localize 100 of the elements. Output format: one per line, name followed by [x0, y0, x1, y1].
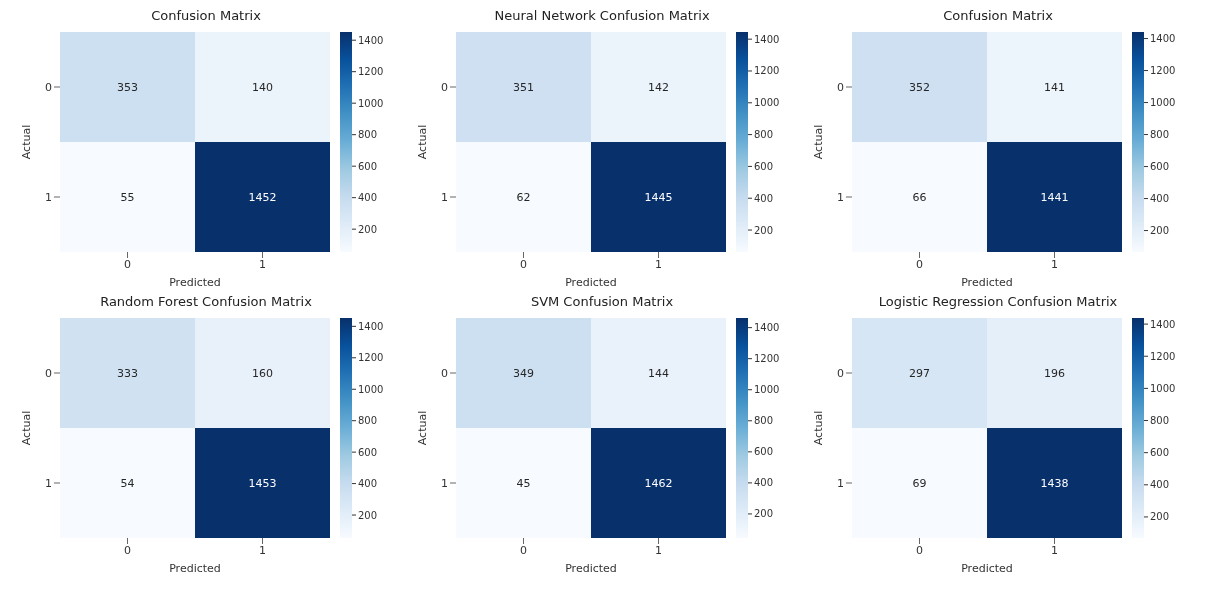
color-bar-label: 200 [1150, 511, 1170, 523]
x-tick-label: 1 [259, 257, 266, 271]
color-bar-label: 1400 [1150, 318, 1176, 330]
color-bar-label: 1400 [754, 322, 780, 334]
color-bar-label: 600 [358, 160, 378, 172]
x-tick-label: 1 [655, 543, 662, 557]
y-axis-title: Actual [19, 124, 33, 160]
data-label: 297 [909, 366, 930, 380]
data-label: 1441 [1040, 190, 1069, 204]
x-axis-title: Predicted [961, 562, 1013, 575]
x-tick-label: 1 [259, 543, 266, 557]
color-bar-label: 600 [754, 160, 774, 172]
data-label: 1438 [1040, 476, 1069, 490]
data-label: 140 [252, 80, 273, 94]
y-axis-title: Actual [811, 124, 825, 160]
color-bar-label: 1000 [754, 97, 780, 109]
y-tick-label: 0 [45, 366, 52, 380]
data-label: 353 [117, 80, 138, 94]
color-bar-label: 1000 [1150, 382, 1176, 394]
color-bar-label: 200 [754, 508, 774, 520]
x-tick-label: 0 [124, 543, 131, 557]
color-bar-label: 800 [358, 415, 378, 427]
data-label: 333 [117, 366, 138, 380]
color-bar-label: 800 [1150, 129, 1170, 141]
color-bar-label: 1400 [358, 34, 384, 46]
color-bar-label: 600 [1150, 161, 1170, 173]
color-bar-label: 400 [1150, 193, 1170, 205]
data-label: 142 [648, 80, 669, 94]
x-tick-label: 0 [916, 257, 923, 271]
color-bar-label: 1200 [754, 353, 780, 365]
color-bar-label: 800 [1150, 415, 1170, 427]
x-axis-title: Predicted [169, 276, 221, 289]
data-label: 66 [912, 190, 927, 204]
x-tick-label: 0 [520, 257, 527, 271]
y-tick-label: 1 [441, 476, 448, 490]
y-axis-title: Actual [415, 410, 429, 446]
chart-title: Random Forest Confusion Matrix [100, 294, 312, 311]
y-tick-label: 1 [837, 476, 844, 490]
data-label: 1445 [644, 190, 673, 204]
color-bar-label: 400 [358, 478, 378, 490]
data-label: 55 [120, 190, 135, 204]
data-label: 160 [252, 366, 273, 380]
color-bar-label: 600 [1150, 447, 1170, 459]
color-bar-label: 600 [358, 446, 378, 458]
chart-title: Neural Network Confusion Matrix [494, 8, 710, 25]
y-tick-label: 0 [441, 80, 448, 94]
color-bar-label: 400 [754, 192, 774, 204]
y-axis-title: Actual [415, 124, 429, 160]
color-bar-label: 1400 [1150, 33, 1176, 45]
y-tick-label: 0 [837, 80, 844, 94]
y-tick-label: 0 [441, 366, 448, 380]
y-tick-label: 1 [45, 476, 52, 490]
x-tick-label: 1 [655, 257, 662, 271]
data-label: 144 [648, 366, 669, 380]
color-bar-label: 200 [1150, 225, 1170, 237]
color-bar-label: 1200 [358, 66, 384, 78]
data-label: 45 [516, 476, 531, 490]
color-bar-label: 800 [358, 129, 378, 141]
y-tick-label: 0 [837, 366, 844, 380]
data-label: 196 [1044, 366, 1065, 380]
data-label: 1452 [248, 190, 277, 204]
data-label: 54 [120, 476, 135, 490]
color-bar-label: 800 [754, 129, 774, 141]
chart-title: Logistic Regression Confusion Matrix [878, 294, 1118, 311]
x-axis-title: Predicted [565, 562, 617, 575]
color-bar-label: 1400 [754, 33, 780, 45]
y-tick-label: 1 [837, 190, 844, 204]
x-tick-label: 0 [916, 543, 923, 557]
color-bar-label: 200 [358, 509, 378, 521]
color-bar-label: 200 [754, 224, 774, 236]
color-bar-label: 200 [358, 223, 378, 235]
data-label: 349 [513, 366, 534, 380]
data-label: 69 [912, 476, 927, 490]
x-tick-label: 0 [124, 257, 131, 271]
color-bar-label: 400 [1150, 479, 1170, 491]
data-label: 1453 [248, 476, 277, 490]
y-tick-label: 1 [45, 190, 52, 204]
color-bar-label: 1000 [358, 97, 384, 109]
chart-title: SVM Confusion Matrix [530, 294, 674, 311]
color-bar-label: 1200 [1150, 65, 1176, 77]
color-bar-label: 800 [754, 415, 774, 427]
color-bar-label: 1400 [358, 320, 384, 332]
color-bar-label: 1200 [1150, 350, 1176, 362]
data-label: 141 [1044, 80, 1065, 94]
color-bar-label: 400 [754, 477, 774, 489]
color-bar-label: 1000 [358, 383, 384, 395]
y-tick-label: 0 [45, 80, 52, 94]
data-label: 352 [909, 80, 930, 94]
color-bar-label: 600 [754, 446, 774, 458]
x-tick-label: 1 [1051, 257, 1058, 271]
y-axis-title: Actual [811, 410, 825, 446]
color-bar-label: 400 [358, 192, 378, 204]
x-tick-label: 1 [1051, 543, 1058, 557]
chart-title: Confusion Matrix [151, 8, 261, 25]
x-tick-label: 0 [520, 543, 527, 557]
chart-title: Confusion Matrix [943, 8, 1053, 25]
y-tick-label: 1 [441, 190, 448, 204]
x-axis-title: Predicted [565, 276, 617, 289]
x-axis-title: Predicted [961, 276, 1013, 289]
x-axis-title: Predicted [169, 562, 221, 575]
